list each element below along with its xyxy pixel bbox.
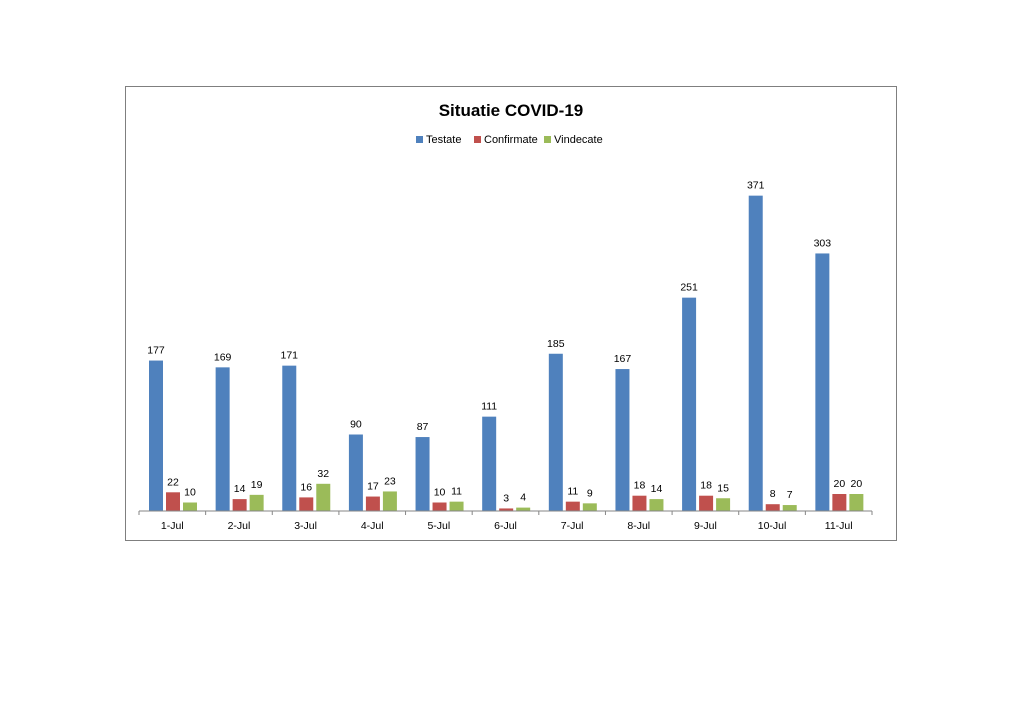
data-label-testate-5-jul: 87 — [417, 421, 429, 433]
x-tick-label-7-jul: 7-Jul — [561, 520, 584, 532]
bar-testate-8-jul — [615, 369, 630, 511]
data-label-testate-11-jul: 303 — [814, 237, 832, 249]
bar-testate-10-jul — [748, 195, 763, 511]
legend-label-vindecate: Vindecate — [554, 134, 603, 146]
legend-label-confirmate: Confirmate — [484, 134, 538, 146]
bar-vindecate-6-jul — [516, 507, 531, 511]
chart-frame: Situatie COVID-19 Testate Confirmate Vinde… — [125, 86, 897, 541]
bar-vindecate-5-jul — [449, 501, 464, 511]
data-label-testate-10-jul: 371 — [747, 180, 765, 192]
data-label-testate-9-jul: 251 — [680, 282, 698, 294]
data-label-vindecate-5-jul: 11 — [451, 486, 462, 498]
bar-confirmate-1-jul — [166, 492, 180, 511]
bar-testate-3-jul — [282, 365, 297, 511]
data-label-confirmate-6-jul: 3 — [503, 492, 509, 504]
bar-vindecate-1-jul — [183, 502, 197, 511]
legend-swatch-vindecate — [544, 136, 551, 143]
data-label-vindecate-11-jul: 20 — [851, 478, 863, 490]
x-tick-label-11-jul: 11-Jul — [825, 520, 853, 532]
bar-testate-4-jul — [348, 434, 363, 511]
bar-testate-7-jul — [548, 353, 563, 511]
data-label-testate-7-jul: 185 — [547, 338, 565, 350]
bar-vindecate-2-jul — [249, 494, 264, 511]
data-label-testate-2-jul: 169 — [214, 351, 232, 363]
bar-vindecate-4-jul — [382, 491, 397, 511]
bar-confirmate-3-jul — [299, 497, 314, 511]
bar-vindecate-11-jul — [849, 494, 864, 511]
legend-swatch-confirmate — [474, 136, 481, 143]
data-label-confirmate-10-jul: 8 — [770, 488, 776, 500]
data-label-confirmate-8-jul: 18 — [634, 480, 646, 492]
bar-confirmate-4-jul — [365, 496, 380, 511]
x-tick-label-6-jul: 6-Jul — [494, 520, 517, 532]
bar-testate-1-jul — [149, 360, 163, 511]
bar-testate-9-jul — [682, 297, 697, 511]
bar-confirmate-2-jul — [232, 499, 247, 511]
data-label-confirmate-4-jul: 17 — [367, 481, 379, 493]
data-label-testate-8-jul: 167 — [614, 353, 632, 365]
bar-testate-6-jul — [482, 416, 497, 511]
x-tick-label-1-jul: 1-Jul — [161, 520, 184, 532]
data-label-testate-3-jul: 171 — [281, 350, 299, 362]
data-label-vindecate-3-jul: 32 — [317, 468, 329, 480]
bar-confirmate-7-jul — [565, 501, 580, 511]
data-label-confirmate-9-jul: 18 — [700, 480, 712, 492]
data-label-confirmate-11-jul: 20 — [834, 478, 846, 490]
legend-label-testate: Testate — [426, 134, 461, 146]
data-label-confirmate-7-jul: 11 — [567, 486, 578, 498]
x-tick-label-2-jul: 2-Jul — [228, 520, 251, 532]
bar-confirmate-10-jul — [765, 504, 780, 511]
data-label-vindecate-8-jul: 14 — [651, 483, 663, 495]
data-label-vindecate-2-jul: 19 — [251, 479, 263, 491]
bar-confirmate-11-jul — [832, 494, 847, 511]
data-label-confirmate-5-jul: 10 — [434, 487, 446, 499]
chart-svg: Situatie COVID-19 Testate Confirmate Vinde… — [138, 101, 873, 532]
bar-confirmate-8-jul — [632, 495, 647, 511]
data-label-testate-4-jul: 90 — [350, 419, 362, 431]
legend-swatch-testate — [416, 136, 423, 143]
chart-title: Situatie COVID-19 — [439, 101, 584, 120]
data-label-vindecate-4-jul: 23 — [384, 475, 396, 487]
data-label-vindecate-1-jul: 10 — [184, 487, 196, 499]
bar-vindecate-8-jul — [649, 499, 664, 511]
bar-confirmate-9-jul — [699, 495, 714, 511]
bar-vindecate-7-jul — [582, 503, 597, 511]
bar-testate-2-jul — [215, 367, 230, 511]
bar-confirmate-5-jul — [432, 502, 447, 511]
bar-vindecate-10-jul — [782, 505, 797, 511]
bar-vindecate-9-jul — [716, 498, 731, 511]
bar-vindecate-3-jul — [316, 483, 331, 511]
x-tick-label-3-jul: 3-Jul — [294, 520, 317, 532]
data-label-confirmate-3-jul: 16 — [300, 481, 312, 493]
data-label-confirmate-2-jul: 14 — [234, 483, 246, 495]
bar-confirmate-6-jul — [499, 508, 514, 511]
x-tick-label-9-jul: 9-Jul — [694, 520, 717, 532]
data-label-vindecate-9-jul: 15 — [717, 482, 729, 494]
x-tick-label-5-jul: 5-Jul — [427, 520, 450, 532]
data-label-vindecate-6-jul: 4 — [520, 492, 526, 504]
bar-testate-11-jul — [815, 253, 830, 511]
x-tick-label-8-jul: 8-Jul — [627, 520, 650, 532]
data-label-testate-1-jul: 177 — [147, 345, 165, 357]
data-label-testate-6-jul: 111 — [481, 401, 497, 413]
data-label-vindecate-7-jul: 9 — [587, 487, 593, 499]
legend: Testate Confirmate Vindecate — [416, 134, 603, 146]
data-label-vindecate-10-jul: 7 — [787, 489, 793, 501]
x-tick-label-10-jul: 10-Jul — [758, 520, 787, 532]
x-tick-label-4-jul: 4-Jul — [361, 520, 384, 532]
plot-area: 177 169 171 90 87 111 185 167 251 371 303 22 14 16 17 1… — [138, 180, 873, 532]
bar-testate-5-jul — [415, 437, 430, 511]
data-label-confirmate-1-jul: 22 — [167, 476, 179, 488]
